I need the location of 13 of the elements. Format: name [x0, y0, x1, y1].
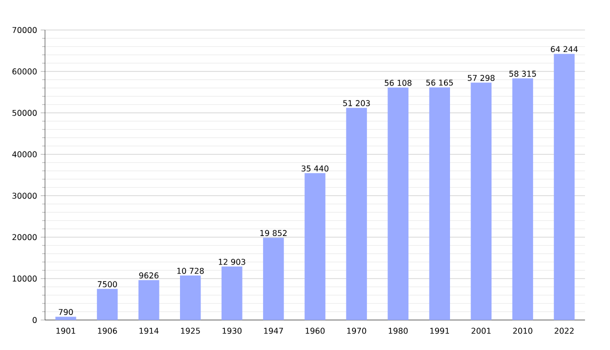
bar	[470, 82, 492, 320]
bar	[180, 276, 201, 320]
bar	[304, 173, 326, 320]
bar	[55, 316, 76, 320]
bar	[263, 238, 284, 320]
bar	[429, 87, 450, 320]
bar	[138, 280, 160, 320]
bar	[554, 54, 575, 320]
bar	[96, 288, 118, 320]
bar	[512, 78, 534, 320]
bar	[346, 108, 367, 320]
bar	[388, 88, 408, 320]
bar	[222, 266, 242, 320]
